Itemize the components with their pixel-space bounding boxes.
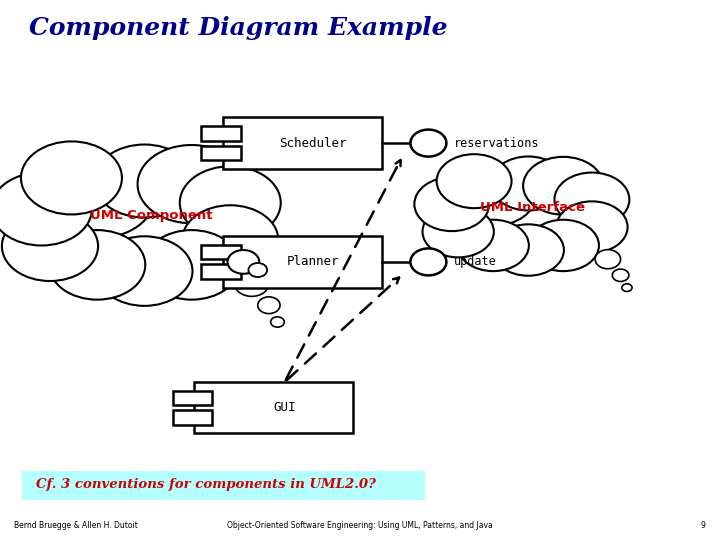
Ellipse shape [2,212,98,281]
Bar [173,391,212,405]
Ellipse shape [21,141,122,214]
Circle shape [271,317,284,327]
Ellipse shape [182,205,279,275]
Circle shape [410,248,446,275]
Bar [22,471,425,500]
Bar [202,265,241,279]
Circle shape [622,284,632,292]
Text: Cf. 3 conventions for components in UML2.0?: Cf. 3 conventions for components in UML2… [36,478,376,491]
Text: Component Diagram Example: Component Diagram Example [29,16,447,40]
Circle shape [235,271,269,296]
Text: Bernd Bruegge & Allen H. Dutoit: Bernd Bruegge & Allen H. Dutoit [14,521,138,530]
Circle shape [612,269,629,281]
Bar [223,118,382,168]
Ellipse shape [96,237,192,306]
Ellipse shape [436,154,511,208]
Ellipse shape [94,145,195,218]
Bar [202,146,241,160]
Ellipse shape [528,220,599,271]
Circle shape [258,297,280,314]
Ellipse shape [143,230,240,300]
Text: Object-Oriented Software Engineering: Using UML, Patterns, and Java: Object-Oriented Software Engineering: Us… [227,521,493,530]
Ellipse shape [491,157,566,211]
Text: reservations: reservations [454,137,539,150]
Ellipse shape [457,220,529,271]
Ellipse shape [138,145,246,223]
Ellipse shape [0,172,92,246]
Bar [173,410,212,424]
Bar [202,126,241,140]
Bar [194,382,353,433]
Bar [202,245,241,259]
Ellipse shape [414,177,490,231]
Circle shape [248,263,267,277]
Ellipse shape [523,157,603,215]
Text: Scheduler: Scheduler [279,137,347,150]
Text: update: update [454,255,496,268]
Text: 9: 9 [701,521,706,530]
Circle shape [595,249,621,269]
Text: UML Component: UML Component [90,210,212,222]
Text: GUI: GUI [273,401,296,414]
Ellipse shape [423,206,494,258]
Circle shape [228,250,259,274]
Ellipse shape [554,173,629,226]
Ellipse shape [557,201,628,253]
Text: UML Interface: UML Interface [480,201,585,214]
Ellipse shape [492,224,564,276]
Ellipse shape [451,164,536,226]
Ellipse shape [40,155,155,238]
Text: Planner: Planner [287,255,339,268]
Ellipse shape [180,166,281,239]
Circle shape [410,130,446,157]
Ellipse shape [49,230,145,300]
Bar [223,237,382,287]
